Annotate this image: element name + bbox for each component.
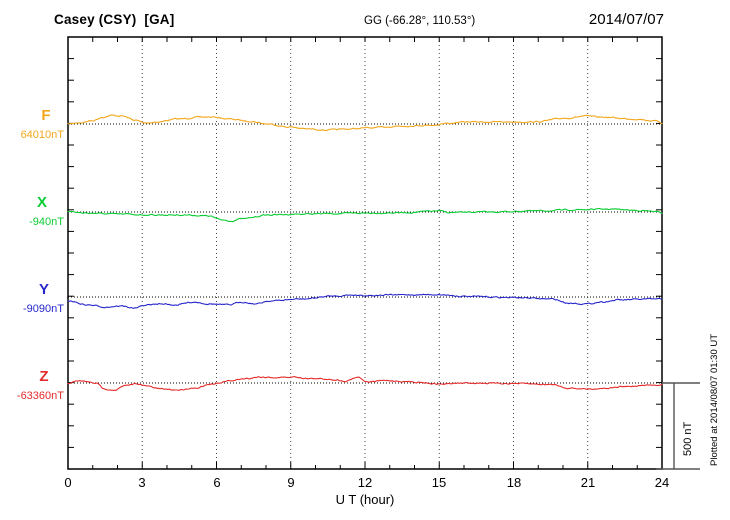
x-tick-label-21: 21: [580, 475, 596, 490]
series-label-y: Y: [38, 281, 49, 298]
series-label-x: X: [36, 194, 47, 211]
series-baseline-f: 64010nT: [20, 129, 64, 141]
series-label-f: F: [41, 107, 51, 124]
x-tick-label-18: 18: [506, 475, 522, 490]
x-tick-label-9: 9: [287, 475, 295, 490]
station-title: Casey (CSY) [GA]: [54, 12, 175, 27]
x-tick-label-24: 24: [654, 475, 670, 490]
scale-bar-label: 500 nT: [682, 421, 694, 456]
x-tick-label-15: 15: [431, 475, 447, 490]
series-baseline-y: -9090nT: [23, 303, 64, 315]
x-tick-label-12: 12: [357, 475, 373, 490]
plot-date: 2014/07/07: [588, 11, 664, 28]
plotted-at-timestamp: Plotted at 2014/08/07 01:30 UT: [709, 333, 720, 466]
x-tick-label-0: 0: [64, 475, 72, 490]
geographic-coordinates-label: GG (-66.28°, 110.53°): [364, 15, 476, 27]
x-axis-title: U T (hour): [335, 492, 395, 507]
x-tick-label-6: 6: [213, 475, 221, 490]
series-baseline-x: -940nT: [29, 216, 64, 228]
x-tick-label-3: 3: [138, 475, 146, 490]
series-baseline-z: -63360nT: [16, 390, 64, 402]
series-label-z: Z: [39, 368, 49, 385]
